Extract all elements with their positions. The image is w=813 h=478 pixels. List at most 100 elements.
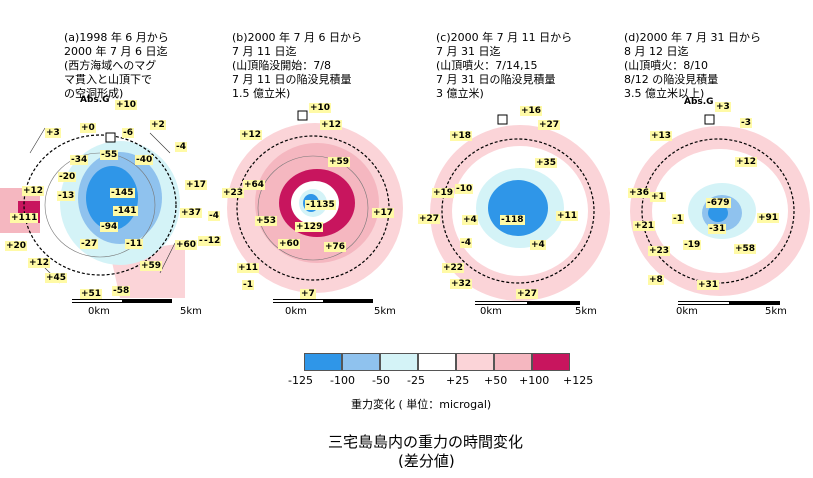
panel-c-contour-map xyxy=(430,114,610,305)
legend-swatch xyxy=(380,353,418,371)
gravity-label: +1 xyxy=(650,192,666,202)
gravity-label: +23 xyxy=(222,188,245,198)
scale-end-a: 5km xyxy=(180,306,202,317)
gravity-label: +12 xyxy=(22,186,45,196)
gravity-label: -10 xyxy=(455,184,474,194)
legend-tick: +125 xyxy=(563,374,594,387)
gravity-label: +53 xyxy=(255,216,278,226)
gravity-label: +18 xyxy=(450,131,473,141)
scale-start-a: 0km xyxy=(88,306,110,317)
gravity-label: -4 xyxy=(460,238,472,248)
panel-a-caption: (a)1998 年 6 月から 2000 年 7 月 6 日迄 (西方海域へのマグマ… xyxy=(64,31,169,100)
gravity-label: +10 xyxy=(115,100,138,110)
legend-tick: -25 xyxy=(407,374,425,387)
legend-swatch xyxy=(494,353,532,371)
gravity-label: +21 xyxy=(633,221,656,231)
gravity-label: +36 xyxy=(628,188,651,198)
gravity-label: +58 xyxy=(734,244,757,254)
gravity-label: +32 xyxy=(450,279,473,289)
legend-unit: 重力変化 ( 単位：microgal) xyxy=(351,398,492,411)
legend-tick: +25 xyxy=(446,374,470,387)
gravity-label: -3 xyxy=(740,118,752,128)
gravity-label: +2 xyxy=(150,120,166,130)
gravity-label: -13 xyxy=(57,191,76,201)
gravity-label: -145 xyxy=(110,188,135,198)
scale-start-d: 0km xyxy=(676,306,698,317)
gravity-label: +59 xyxy=(140,261,163,271)
scale-start-c: 0km xyxy=(480,306,502,317)
panel-c-caption: (c)2000 年 7 月 11 日から 7 月 31 日迄 (山頂噴火：7/14,… xyxy=(436,31,573,100)
gravity-label: +16 xyxy=(520,106,543,116)
gravity-label: +91 xyxy=(757,213,780,223)
legend-tick: -100 xyxy=(330,374,355,387)
gravity-label: +11 xyxy=(556,211,579,221)
legend-swatch xyxy=(532,353,570,371)
gravity-label: +12 xyxy=(240,130,263,140)
gravity-label: -27 xyxy=(80,239,99,249)
gravity-label: -11 xyxy=(125,239,144,249)
panel-b-caption: (b)2000 年 7 月 6 日から 7 月 11 日迄 (山頂陥没開始：7/8 7… xyxy=(232,31,363,100)
gravity-label: -12 xyxy=(203,236,222,246)
gravity-label: -55 xyxy=(100,150,119,160)
gravity-label: +23 xyxy=(648,246,671,256)
gravity-label: +12 xyxy=(320,120,343,130)
gravity-label: +64 xyxy=(243,180,266,190)
gravity-label: +37 xyxy=(180,208,203,218)
gravity-label: -1 xyxy=(672,214,684,224)
gravity-label: +27 xyxy=(418,214,441,224)
gravity-label: -1 xyxy=(242,280,254,290)
legend-swatch xyxy=(418,353,456,371)
gravity-label: +12 xyxy=(28,258,51,268)
panel-d-caption: (d)2000 年 7 月 31 日から 8 月 12 日迄 (山頂噴火：8/10 8… xyxy=(624,31,762,100)
gravity-label: +3 xyxy=(715,102,731,112)
gravity-label: -141 xyxy=(113,206,138,216)
gravity-label: +27 xyxy=(516,289,539,299)
gravity-label: -679 xyxy=(706,198,731,208)
gravity-label: +12 xyxy=(735,157,758,167)
scale-end-c: 5km xyxy=(575,306,597,317)
gravity-label: -58 xyxy=(112,286,131,296)
figure-title: 三宅島島内の重力の時間変化 (差分値) xyxy=(328,433,568,471)
gravity-label: +20 xyxy=(5,241,28,251)
gravity-label: -1135 xyxy=(305,200,336,210)
gravity-label: +8 xyxy=(648,275,664,285)
gravity-label: -4 xyxy=(175,142,187,152)
gravity-label: -34 xyxy=(70,155,89,165)
gravity-label: -118 xyxy=(500,215,525,225)
legend-tick: -125 xyxy=(288,374,313,387)
gravity-label: +59 xyxy=(328,157,351,167)
gravity-label: +51 xyxy=(80,289,103,299)
abs-g-label-a: Abs.G xyxy=(80,95,110,105)
gravity-label: -4 xyxy=(208,211,220,221)
gravity-label: +19 xyxy=(432,188,455,198)
gravity-label: +27 xyxy=(538,120,561,130)
scale-end-d: 5km xyxy=(765,306,787,317)
gravity-label: -19 xyxy=(683,240,702,250)
panel-c-map xyxy=(410,93,610,323)
gravity-label: +111 xyxy=(10,213,39,223)
legend-swatch xyxy=(342,353,380,371)
gravity-label: +4 xyxy=(462,215,478,225)
legend-tick: +50 xyxy=(484,374,508,387)
gravity-label: +13 xyxy=(650,131,673,141)
gravity-label: +76 xyxy=(324,242,347,252)
gravity-label: +7 xyxy=(300,289,316,299)
legend-tick: +100 xyxy=(519,374,550,387)
gravity-label: +35 xyxy=(535,158,558,168)
gravity-label: -94 xyxy=(100,222,119,232)
gravity-label: +129 xyxy=(295,222,324,232)
gravity-label: -6 xyxy=(122,128,134,138)
scale-end-b: 5km xyxy=(374,306,396,317)
gravity-label: -31 xyxy=(708,224,727,234)
scale-start-b: 0km xyxy=(285,306,307,317)
title-line-2: (差分値) xyxy=(398,452,455,470)
gravity-label: +10 xyxy=(309,103,332,113)
gravity-label: +11 xyxy=(237,263,260,273)
gravity-label: +45 xyxy=(45,273,68,283)
gravity-label: -40 xyxy=(135,155,154,165)
gravity-label: +31 xyxy=(697,280,720,290)
legend-swatch xyxy=(304,353,342,371)
gravity-label: +17 xyxy=(185,180,208,190)
gravity-label: +4 xyxy=(530,240,546,250)
abs-g-label-d: Abs.G xyxy=(684,97,714,107)
